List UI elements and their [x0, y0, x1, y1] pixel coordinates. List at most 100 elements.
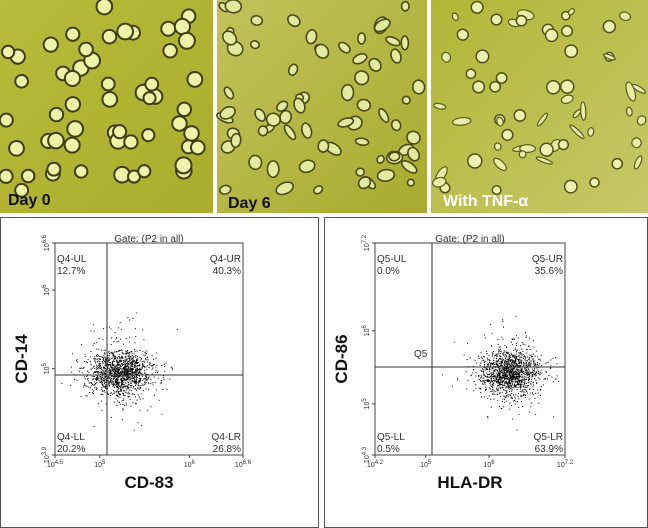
- event-dot: [115, 358, 116, 359]
- event-dot: [505, 393, 506, 394]
- event-dot: [147, 357, 148, 358]
- event-dot: [500, 349, 501, 350]
- event-dot: [137, 356, 138, 357]
- event-dot: [118, 382, 119, 383]
- cell: [102, 78, 115, 91]
- event-dot: [177, 329, 178, 330]
- event-dot: [506, 363, 507, 364]
- event-dot: [95, 362, 96, 363]
- event-dot: [117, 361, 118, 362]
- event-dot: [496, 360, 497, 361]
- event-dot: [493, 360, 494, 361]
- event-dot: [489, 395, 490, 396]
- event-dot: [105, 374, 106, 375]
- event-dot: [117, 358, 118, 359]
- event-dot: [93, 345, 94, 346]
- event-dot: [115, 377, 116, 378]
- event-dot: [130, 364, 131, 365]
- event-dot: [515, 381, 516, 382]
- event-dot: [115, 365, 116, 366]
- event-dot: [111, 392, 112, 393]
- event-dot: [487, 377, 488, 378]
- event-dot: [119, 368, 120, 369]
- event-dot: [487, 353, 488, 354]
- event-dot: [518, 414, 519, 415]
- event-dot: [513, 387, 514, 388]
- event-dot: [532, 375, 533, 376]
- event-dot: [525, 397, 526, 398]
- event-dot: [496, 373, 497, 374]
- event-dot: [139, 378, 140, 379]
- event-dot: [499, 347, 500, 348]
- event-dot: [511, 370, 512, 371]
- event-dot: [128, 355, 129, 356]
- event-dot: [502, 361, 503, 362]
- event-dot: [532, 393, 533, 394]
- cell: [79, 43, 93, 57]
- event-dot: [534, 368, 535, 369]
- event-dot: [503, 389, 504, 390]
- cell: [66, 97, 80, 111]
- event-dot: [484, 383, 485, 384]
- cell: [117, 24, 133, 40]
- event-dot: [74, 379, 75, 380]
- event-dot: [532, 372, 533, 373]
- event-dot: [92, 392, 93, 393]
- event-dot: [505, 365, 506, 366]
- event-dot: [107, 364, 108, 365]
- event-dot: [119, 354, 120, 355]
- event-dot: [142, 368, 143, 369]
- event-dot: [145, 378, 146, 379]
- event-dot: [504, 350, 505, 351]
- event-dot: [146, 389, 147, 390]
- event-dot: [142, 330, 143, 331]
- event-dot: [517, 389, 518, 390]
- event-dot: [530, 372, 531, 373]
- event-dot: [515, 404, 516, 405]
- event-dot: [118, 351, 119, 352]
- event-dot: [523, 389, 524, 390]
- event-dot: [512, 370, 513, 371]
- event-dot: [466, 388, 467, 389]
- event-dot: [102, 377, 103, 378]
- event-dot: [524, 344, 525, 345]
- event-dot: [510, 377, 511, 378]
- event-dot: [137, 365, 138, 366]
- event-dot: [517, 401, 518, 402]
- event-dot: [152, 355, 153, 356]
- event-dot: [502, 359, 503, 360]
- event-dot: [124, 377, 125, 378]
- event-dot: [491, 374, 492, 375]
- event-dot: [140, 357, 141, 358]
- event-dot: [533, 389, 534, 390]
- event-dot: [103, 371, 104, 372]
- event-dot: [111, 344, 112, 345]
- event-dot: [520, 370, 521, 371]
- event-dot: [492, 364, 493, 365]
- event-dot: [135, 383, 136, 384]
- event-dot: [521, 370, 522, 371]
- event-dot: [109, 368, 110, 369]
- quadrant-name: Q5-UR: [532, 254, 563, 265]
- event-dot: [84, 383, 85, 384]
- event-dot: [114, 366, 115, 367]
- panel-label: Day 0: [8, 192, 51, 209]
- cell: [191, 141, 205, 155]
- event-dot: [115, 379, 116, 380]
- quadrant-name: Q5-UL: [377, 254, 407, 265]
- event-dot: [123, 387, 124, 388]
- event-dot: [511, 387, 512, 388]
- event-dot: [509, 374, 510, 375]
- event-dot: [527, 373, 528, 374]
- event-dot: [148, 378, 149, 379]
- event-dot: [126, 379, 127, 380]
- event-dot: [135, 372, 136, 373]
- event-dot: [123, 367, 124, 368]
- event-dot: [474, 381, 475, 382]
- event-dot: [503, 355, 504, 356]
- event-dot: [529, 376, 530, 377]
- cell: [502, 130, 513, 141]
- event-dot: [132, 362, 133, 363]
- event-dot: [519, 357, 520, 358]
- event-dot: [527, 375, 528, 376]
